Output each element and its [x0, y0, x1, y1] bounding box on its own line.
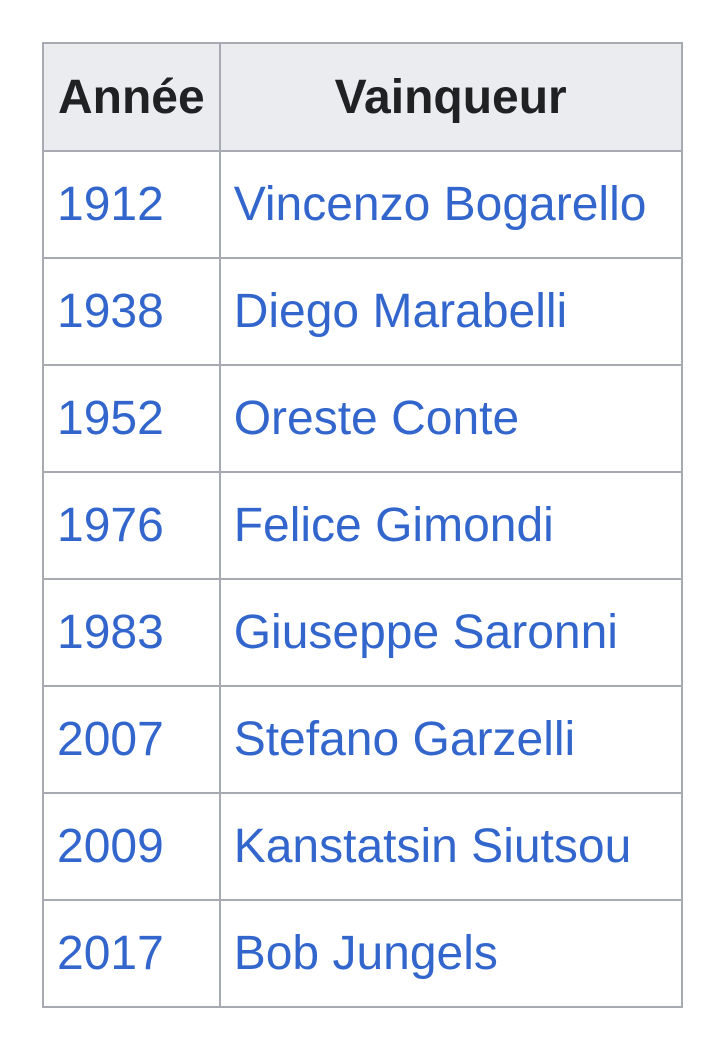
year-cell: 2017 — [42, 899, 221, 1008]
year-cell: 1912 — [42, 150, 221, 259]
winners-table: Année Vainqueur 1912 Vincenzo Bogarello … — [42, 42, 683, 1008]
winner-link[interactable]: Diego Marabelli — [233, 285, 568, 338]
table-row: 2017 Bob Jungels — [42, 899, 683, 1008]
year-cell: 2009 — [42, 792, 221, 901]
winner-cell: Diego Marabelli — [218, 257, 683, 366]
winner-column-header: Vainqueur — [218, 42, 683, 152]
year-cell: 2007 — [42, 685, 221, 794]
winner-cell: Vincenzo Bogarello — [218, 150, 683, 259]
year-cell: 1952 — [42, 364, 221, 473]
year-cell: 1976 — [42, 471, 221, 580]
winner-link[interactable]: Stefano Garzelli — [233, 713, 576, 766]
winner-link[interactable]: Vincenzo Bogarello — [233, 178, 647, 231]
table-row: 1952 Oreste Conte — [42, 364, 683, 473]
table-row: 1938 Diego Marabelli — [42, 257, 683, 366]
year-link[interactable]: 1912 — [57, 178, 164, 231]
table-row: 2007 Stefano Garzelli — [42, 685, 683, 794]
table-row: 1976 Felice Gimondi — [42, 471, 683, 580]
year-cell: 1983 — [42, 578, 221, 687]
year-cell: 1938 — [42, 257, 221, 366]
winner-cell: Felice Gimondi — [218, 471, 683, 580]
winner-link[interactable]: Bob Jungels — [233, 927, 498, 980]
table-row: 1983 Giuseppe Saronni — [42, 578, 683, 687]
winner-cell: Giuseppe Saronni — [218, 578, 683, 687]
winner-link[interactable]: Kanstatsin Siutsou — [233, 820, 632, 873]
header-row: Année Vainqueur — [42, 42, 683, 152]
year-column-header: Année — [42, 42, 221, 152]
winner-cell: Oreste Conte — [218, 364, 683, 473]
table-row: 2009 Kanstatsin Siutsou — [42, 792, 683, 901]
winner-cell: Kanstatsin Siutsou — [218, 792, 683, 901]
year-link[interactable]: 1976 — [57, 499, 164, 552]
winner-cell: Bob Jungels — [218, 899, 683, 1008]
year-link[interactable]: 2009 — [57, 820, 164, 873]
year-link[interactable]: 2017 — [57, 927, 164, 980]
year-link[interactable]: 1983 — [57, 606, 164, 659]
winner-link[interactable]: Oreste Conte — [233, 392, 520, 445]
winner-cell: Stefano Garzelli — [218, 685, 683, 794]
year-link[interactable]: 1938 — [57, 285, 164, 338]
winner-link[interactable]: Giuseppe Saronni — [233, 606, 618, 659]
table-row: 1912 Vincenzo Bogarello — [42, 150, 683, 259]
winner-link[interactable]: Felice Gimondi — [233, 499, 554, 552]
year-link[interactable]: 1952 — [57, 392, 164, 445]
year-link[interactable]: 2007 — [57, 713, 164, 766]
